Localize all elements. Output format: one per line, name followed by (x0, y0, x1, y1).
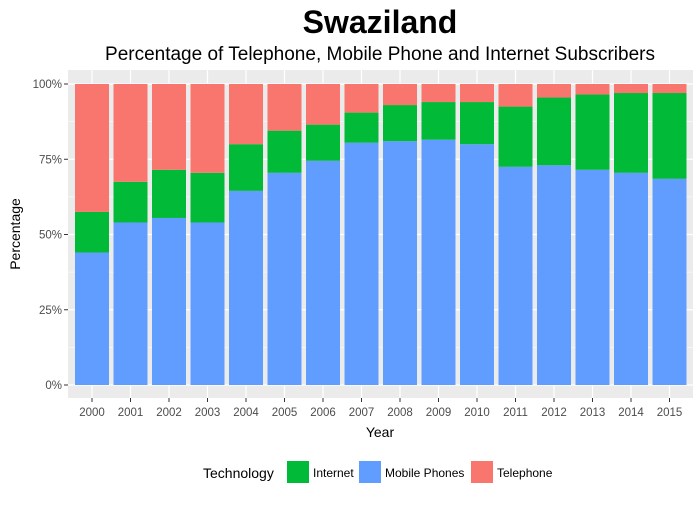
x-tick-label: 2001 (118, 407, 144, 419)
bar-mobile-phones-2003 (190, 222, 225, 385)
bar-internet-2012 (537, 97, 571, 166)
bar-telephone-2000 (75, 84, 109, 212)
bar-telephone-2009 (421, 84, 456, 103)
bar-mobile-phones-2013 (575, 169, 610, 385)
bar-internet-2010 (460, 102, 494, 145)
bar-telephone-2008 (383, 84, 417, 106)
bar-mobile-phones-2004 (229, 190, 263, 385)
bar-internet-2013 (575, 94, 610, 170)
x-tick-label: 2006 (310, 407, 336, 419)
bar-telephone-2007 (344, 84, 379, 113)
bar-telephone-2015 (652, 84, 687, 94)
legend-swatch-mobile-phones (359, 461, 381, 483)
chart-subtitle: Percentage of Telephone, Mobile Phone an… (105, 44, 655, 65)
y-tick-label: 50% (39, 230, 62, 242)
bar-mobile-phones-2002 (152, 217, 186, 385)
bar-internet-2014 (614, 93, 648, 173)
bar-telephone-2011 (498, 84, 533, 107)
y-tick-label: 100% (33, 79, 62, 91)
y-axis-label: Percentage (7, 198, 23, 270)
bar-telephone-2012 (537, 84, 571, 98)
bar-telephone-2003 (190, 84, 225, 173)
bar-mobile-phones-2006 (306, 160, 340, 385)
x-axis: 2000 2001 2002 2003 2004 2005 2006 2007 2008 2009… (79, 398, 682, 419)
bars-group (75, 84, 687, 385)
x-axis-label: Year (366, 424, 395, 440)
bar-internet-2004 (229, 144, 263, 191)
legend: Technology Internet Mobile Phones Telephon… (203, 461, 553, 483)
bar-internet-2000 (75, 211, 109, 253)
legend-label-internet: Internet (313, 466, 354, 480)
legend-swatch-telephone (471, 461, 493, 483)
bar-internet-2005 (267, 130, 302, 173)
bar-telephone-2006 (306, 84, 340, 125)
bar-mobile-phones-2015 (652, 178, 687, 385)
bar-mobile-phones-2007 (344, 142, 379, 385)
bar-telephone-2002 (152, 84, 186, 170)
x-tick-label: 2015 (657, 407, 683, 419)
y-tick-label: 75% (39, 154, 62, 166)
bar-telephone-2014 (614, 84, 648, 94)
legend-swatch-internet (287, 461, 309, 483)
chart-title: Swaziland (303, 4, 458, 40)
x-tick-label: 2008 (387, 407, 413, 419)
bar-telephone-2005 (267, 84, 302, 131)
legend-label-telephone: Telephone (497, 466, 553, 480)
bar-mobile-phones-2008 (383, 141, 417, 385)
bar-internet-2015 (652, 93, 687, 179)
bar-internet-2009 (421, 102, 456, 140)
bar-mobile-phones-2000 (75, 252, 109, 385)
bar-mobile-phones-2010 (460, 144, 494, 385)
bar-telephone-2013 (575, 84, 610, 95)
x-tick-label: 2009 (426, 407, 452, 419)
bar-internet-2006 (306, 124, 340, 161)
bar-internet-2002 (152, 169, 186, 218)
bar-telephone-2001 (113, 84, 148, 182)
x-tick-label: 2010 (464, 407, 490, 419)
bar-internet-2007 (344, 112, 379, 143)
y-tick-label: 25% (39, 305, 62, 317)
x-tick-label: 2005 (272, 407, 298, 419)
bar-internet-2003 (190, 172, 225, 223)
x-tick-label: 2007 (349, 407, 375, 419)
bar-mobile-phones-2012 (537, 165, 571, 385)
x-tick-label: 2014 (618, 407, 644, 419)
x-tick-label: 2004 (233, 407, 259, 419)
x-tick-label: 2002 (156, 407, 182, 419)
x-tick-label: 2003 (195, 407, 221, 419)
bar-internet-2011 (498, 106, 533, 167)
legend-title: Technology (203, 465, 274, 481)
x-tick-label: 2013 (580, 407, 606, 419)
bar-mobile-phones-2011 (498, 166, 533, 385)
legend-label-mobile-phones: Mobile Phones (385, 466, 464, 480)
bar-telephone-2004 (229, 84, 263, 145)
bar-internet-2008 (383, 105, 417, 142)
bar-mobile-phones-2009 (421, 139, 456, 385)
x-tick-label: 2000 (79, 407, 105, 419)
y-tick-label: 0% (45, 380, 62, 392)
x-tick-label: 2011 (503, 407, 528, 419)
bar-telephone-2010 (460, 84, 494, 103)
y-axis: 0% 25% 50% 75% 100% (33, 79, 68, 392)
x-tick-label: 2012 (541, 407, 567, 419)
bar-mobile-phones-2005 (267, 172, 302, 385)
bar-mobile-phones-2014 (614, 172, 648, 385)
bar-internet-2001 (113, 181, 148, 223)
bar-mobile-phones-2001 (113, 222, 148, 385)
